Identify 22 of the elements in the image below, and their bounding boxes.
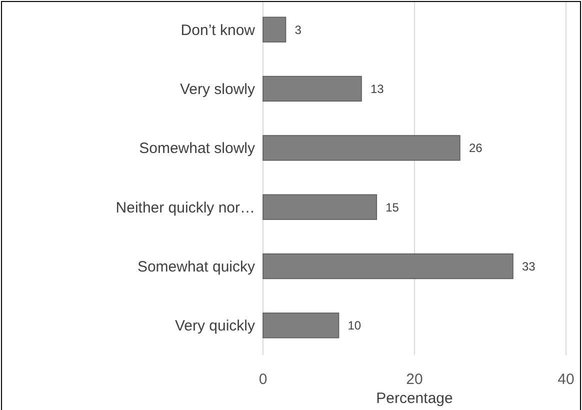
data-label: 33 <box>522 259 536 274</box>
data-label: 3 <box>294 22 302 37</box>
y-tick-label: Somewhat quicky <box>137 258 256 276</box>
y-tick-label: Neither quickly nor… <box>116 199 255 216</box>
y-tick-label: Very quickly <box>174 318 256 335</box>
data-label: 15 <box>386 200 400 214</box>
data-label: 10 <box>348 318 362 333</box>
y-tick-label: Don’t know <box>180 22 256 39</box>
x-tick-label: 20 <box>406 371 423 388</box>
bar <box>262 135 460 161</box>
bar <box>262 194 378 220</box>
y-tick-label: Very slowly <box>180 81 256 98</box>
bar <box>262 312 340 338</box>
y-tick-label: Somewhat slowly <box>139 140 256 158</box>
x-axis-title: Percentage <box>376 390 453 407</box>
data-label: 26 <box>468 141 483 156</box>
data-label: 13 <box>370 82 384 96</box>
bar <box>262 253 514 280</box>
bar <box>262 76 362 102</box>
bar <box>262 16 286 42</box>
x-tick-label: 40 <box>558 371 574 388</box>
x-tick-label: 0 <box>258 371 268 388</box>
